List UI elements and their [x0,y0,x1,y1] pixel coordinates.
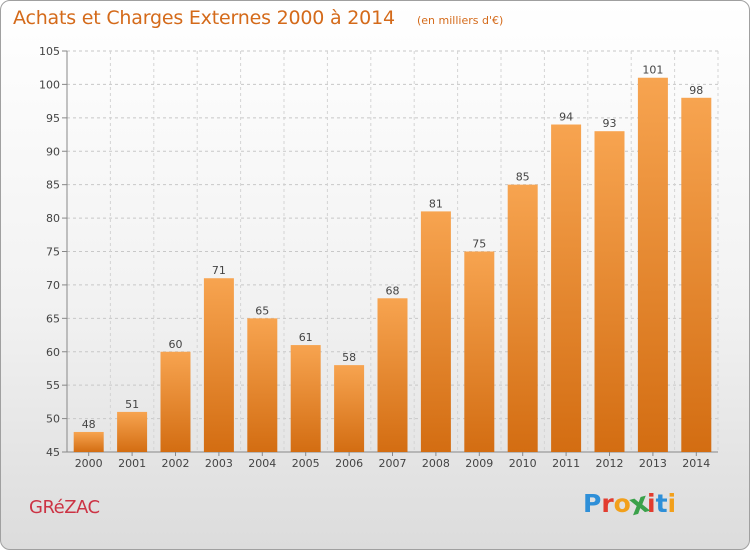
chart-subtitle: (en milliers d'€) [417,14,504,27]
bar-value-label: 81 [429,197,443,210]
y-tick-label: 90 [46,145,60,158]
bar-2009 [464,251,495,452]
bar-value-label: 94 [559,111,573,124]
logo-letter: i [667,489,677,518]
x-tick-label: 2014 [682,457,710,470]
logo-letter: r [601,489,614,518]
chart-title: Achats et Charges Externes 2000 à 2014 [13,7,395,29]
place-name: GRéZAC [29,497,100,518]
bar-2006 [334,365,365,452]
bar-2001 [117,411,148,452]
y-tick-label: 80 [46,212,60,225]
x-tick-label: 2003 [205,457,233,470]
bar-2003 [203,278,234,452]
bar-2011 [551,124,582,453]
logo-letter: o [613,489,631,518]
y-tick-label: 55 [46,379,60,392]
bar-value-label: 93 [603,117,617,130]
bar-2013 [637,77,668,452]
bar-value-labels: 48 51 60 71 65 61 58 68 81 75 85 94 93 101 98 [82,64,704,431]
logo-letter: t [655,489,668,518]
bar-value-label: 85 [516,171,530,184]
y-tick-label: 105 [39,45,60,58]
x-tick-label: 2007 [379,457,407,470]
bar-value-label: 61 [299,331,313,344]
bar-value-label: 65 [255,304,269,317]
x-tick-label: 2013 [639,457,667,470]
bar-2007 [377,298,408,452]
x-tick-label: 2010 [509,457,537,470]
bars [73,77,712,453]
bar-2008 [420,211,451,452]
x-tick-label: 2005 [292,457,320,470]
logo-letter: i [647,489,656,518]
y-tick-labels: 45 50 55 60 65 70 75 80 85 90 95 100 105 [39,45,60,459]
bar-2000 [73,431,104,452]
bar-value-label: 98 [689,84,703,97]
x-tick-labels: 2000 2001 2002 2003 2004 2005 2006 2007 2008 2009… [75,457,711,470]
x-tick-label: 2001 [118,457,146,470]
bar-2012 [594,131,625,452]
x-tick-label: 2009 [465,457,493,470]
bar-value-label: 60 [169,338,183,351]
y-tick-label: 100 [39,78,60,91]
y-tick-label: 65 [46,312,60,325]
x-tick-label: 2008 [422,457,450,470]
x-tick-label: 2011 [552,457,580,470]
bar-2004 [247,318,278,452]
y-tick-label: 70 [46,279,60,292]
y-tick-label: 95 [46,112,60,125]
bar-2005 [290,345,321,452]
proxiti-logo: Proxiti [583,485,677,522]
x-tick-label: 2002 [162,457,190,470]
bar-value-label: 51 [125,398,139,411]
bar-value-label: 71 [212,264,226,277]
bar-value-label: 48 [82,418,96,431]
x-tick-label: 2000 [75,457,103,470]
x-tick-label: 2004 [248,457,276,470]
bar-value-label: 75 [472,238,486,251]
y-tick-label: 85 [46,179,60,192]
bar-value-label: 101 [642,64,663,77]
y-tick-label: 45 [46,446,60,459]
y-tick-label: 60 [46,346,60,359]
x-tick-label: 2006 [335,457,363,470]
bar-2002 [160,351,191,452]
bar-value-label: 58 [342,351,356,364]
bar-2014 [681,97,712,453]
logo-letter: P [583,489,602,518]
bar-2010 [507,184,538,452]
x-tick-label: 2012 [596,457,624,470]
y-tick-label: 75 [46,246,60,259]
bar-value-label: 68 [386,284,400,297]
y-tick-label: 50 [46,413,60,426]
